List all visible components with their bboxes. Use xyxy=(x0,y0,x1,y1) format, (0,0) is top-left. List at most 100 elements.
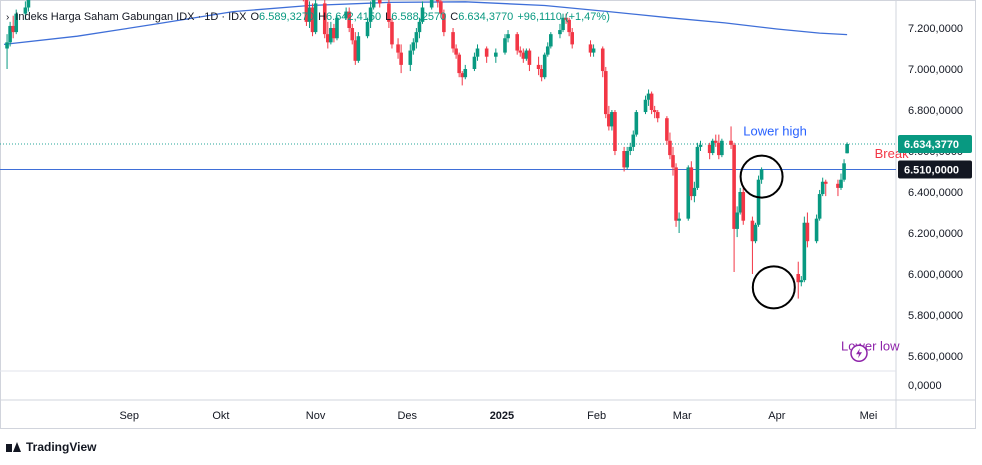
candle-body xyxy=(668,140,672,156)
candle-body xyxy=(686,167,691,219)
candle-body xyxy=(521,52,526,59)
candle-body xyxy=(799,280,804,283)
candle-body xyxy=(839,179,843,188)
candle-body xyxy=(710,140,715,154)
candle-body xyxy=(332,28,336,39)
candle-body xyxy=(820,181,825,195)
candle-body xyxy=(646,93,651,100)
candle-body xyxy=(628,146,633,151)
candle-body xyxy=(677,218,681,221)
candle-body xyxy=(817,194,822,219)
y-tick-label: 7.200,0000 xyxy=(908,23,963,35)
tradingview-brand-name: TradingView xyxy=(26,440,97,454)
chart-legend: › Indeks Harga Saham Gabungan IDX · 1D ·… xyxy=(6,11,610,23)
candle-body xyxy=(610,112,614,127)
y-tick-label: 6.800,0000 xyxy=(908,105,963,117)
candle-body xyxy=(454,48,458,55)
candle-body xyxy=(695,146,700,188)
legend-change: +96,1110 (+1,47%) xyxy=(517,11,610,23)
x-tick-label: Mei xyxy=(860,410,878,422)
candle-body xyxy=(561,17,565,31)
candle-body xyxy=(625,151,629,168)
candle-body xyxy=(655,112,660,119)
candle-body xyxy=(671,155,675,168)
collapse-arrow-icon[interactable]: › xyxy=(6,11,10,23)
legend-close-label: C xyxy=(450,11,459,23)
candle-body xyxy=(329,28,333,43)
candle-body xyxy=(732,144,736,229)
candle-body xyxy=(457,54,461,74)
candle-body xyxy=(539,69,544,78)
candle-body xyxy=(460,73,465,78)
candle-body xyxy=(634,112,639,135)
candle-body xyxy=(310,7,315,33)
candle-body xyxy=(558,30,562,35)
candle-body xyxy=(643,99,648,113)
annotation-label: Lower low xyxy=(841,338,900,353)
candle-body xyxy=(738,192,743,213)
legend-high: 6.642,4150 xyxy=(326,11,382,23)
candle-body xyxy=(23,7,28,14)
candle-body xyxy=(836,183,840,188)
x-tick-label: 2025 xyxy=(490,410,514,422)
candle-body xyxy=(707,144,712,154)
moving-average-line xyxy=(3,1,848,46)
candle-body xyxy=(442,13,446,33)
candle-body xyxy=(390,21,394,45)
candle-body xyxy=(652,110,657,113)
candle-body xyxy=(814,218,819,242)
candle-body xyxy=(408,50,413,65)
candle-body xyxy=(753,224,758,242)
candle-body xyxy=(823,181,828,184)
candle-body xyxy=(506,34,510,39)
candle-body xyxy=(347,11,351,28)
y-tick-label: 6.400,0000 xyxy=(908,187,963,199)
chart-frame xyxy=(0,0,976,429)
candle-body xyxy=(399,52,403,65)
candle-body xyxy=(545,46,550,55)
candle-body xyxy=(564,17,568,20)
tradingview-logo[interactable]: TradingView xyxy=(6,440,96,454)
tradingview-logo-icon xyxy=(6,442,22,452)
candle-body xyxy=(720,140,724,156)
candle-body xyxy=(326,34,330,43)
x-tick-label: Nov xyxy=(306,410,326,422)
candle-body xyxy=(350,28,355,41)
candle-body xyxy=(414,32,419,43)
candle-body xyxy=(756,179,761,225)
highlight-circle xyxy=(739,154,784,199)
candle-body xyxy=(435,0,440,2)
lightning-bolt-icon xyxy=(856,348,863,359)
level-price-tag-bg xyxy=(898,160,972,179)
y-tick-label: 5.800,0000 xyxy=(908,310,963,322)
legend-open: 6.589,3270 xyxy=(259,11,315,23)
candle-body xyxy=(484,48,489,57)
candle-body xyxy=(472,56,477,69)
candle-body xyxy=(735,212,739,229)
candle-body xyxy=(542,54,547,78)
last-price-tag-bg xyxy=(898,134,972,153)
level-price-tag: 6.510,0000 xyxy=(904,164,959,176)
y-tick-label: 6.000,0000 xyxy=(908,269,963,281)
candle-body xyxy=(729,140,733,145)
candle-body xyxy=(603,71,608,115)
candle-body xyxy=(805,222,810,242)
x-tick-label: Okt xyxy=(212,410,229,422)
highlight-circle xyxy=(751,265,796,310)
candle-body xyxy=(5,42,9,49)
candle-body xyxy=(631,134,636,147)
candle-body xyxy=(356,36,361,61)
candle-body xyxy=(536,64,541,69)
candle-body xyxy=(475,48,480,57)
candle-body xyxy=(463,69,468,78)
y-tick-label: 0,0000 xyxy=(908,380,942,392)
candle-body xyxy=(741,192,746,221)
y-tick-label: 6.200,0000 xyxy=(908,228,963,240)
candle-body xyxy=(518,50,523,53)
candle-body xyxy=(417,21,422,33)
candle-body xyxy=(371,0,376,8)
legend-low-label: L xyxy=(385,11,392,23)
candle-body xyxy=(322,3,327,35)
